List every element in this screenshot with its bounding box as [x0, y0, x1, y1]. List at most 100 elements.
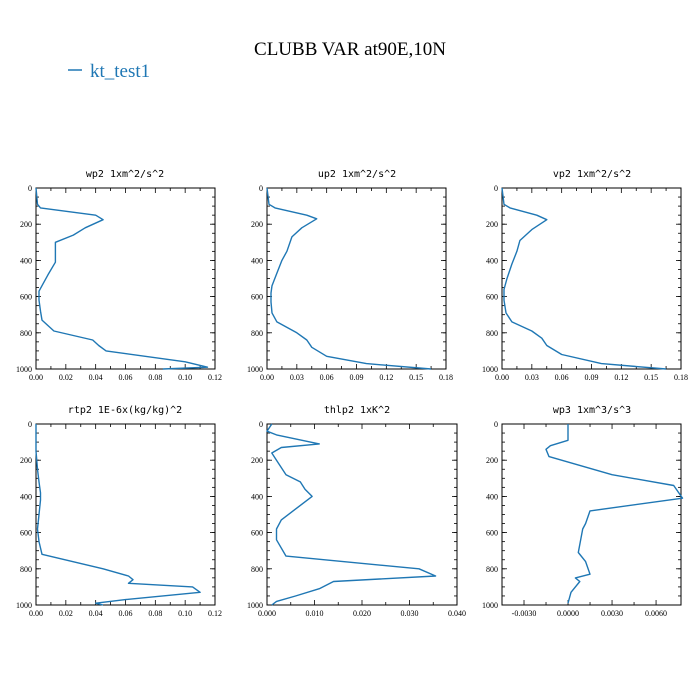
x-tick-label: 0.03	[525, 373, 539, 382]
y-tick-label: 600	[20, 529, 32, 538]
x-tick-label: -0.0030	[512, 609, 537, 618]
series-line	[545, 424, 684, 604]
y-tick-label: 1000	[16, 601, 32, 610]
y-tick-label: 400	[20, 256, 32, 265]
y-tick-label: 400	[251, 492, 263, 501]
x-tick-label: 0.12	[379, 373, 393, 382]
y-tick-label: 600	[486, 293, 498, 302]
panel-title: wp2 1xm^2/s^2	[86, 169, 164, 180]
y-tick-label: 1000	[482, 601, 498, 610]
y-tick-label: 600	[486, 529, 498, 538]
y-tick-label: 600	[251, 293, 263, 302]
x-tick-label: 0.02	[59, 609, 73, 618]
y-tick-label: 400	[251, 256, 263, 265]
x-tick-label: 0.02	[59, 373, 73, 382]
y-tick-label: 0	[494, 420, 498, 429]
y-tick-label: 200	[20, 220, 32, 229]
x-tick-label: 0.04	[89, 609, 103, 618]
x-tick-label: 0.0060	[645, 609, 667, 618]
y-tick-label: 800	[251, 329, 263, 338]
panel-thlp2: thlp2 1xK^2 0.000 0.010 0.020 0.030 0.040 0 20…	[247, 405, 466, 618]
x-tick-label: 0.040	[448, 609, 466, 618]
series-line	[501, 187, 667, 370]
y-tick-label: 1000	[247, 601, 263, 610]
plot-frame	[501, 423, 682, 606]
x-tick-label: 0.06	[119, 609, 133, 618]
y-tick-label: 1000	[482, 365, 498, 374]
x-tick-label: 0.00	[260, 373, 274, 382]
x-tick-label: 0.09	[585, 373, 599, 382]
x-tick-label: 0.06	[320, 373, 334, 382]
x-tick-label: 0.03	[290, 373, 304, 382]
x-tick-label: 0.000	[258, 609, 276, 618]
x-tick-label: 0.15	[409, 373, 423, 382]
panel-title: wp3 1xm^3/s^3	[553, 405, 631, 416]
y-tick-label: 400	[486, 256, 498, 265]
plot-frame	[266, 423, 458, 606]
y-tick-label: 200	[251, 456, 263, 465]
y-tick-label: 0	[259, 184, 263, 193]
x-tick-label: 0.0030	[601, 609, 623, 618]
series-line	[35, 424, 201, 606]
x-tick-label: 0.00	[495, 373, 509, 382]
y-tick-label: 0	[28, 184, 32, 193]
y-tick-label: 400	[486, 492, 498, 501]
plot-frame	[266, 187, 447, 370]
y-tick-label: 0	[494, 184, 498, 193]
y-tick-label: 400	[20, 492, 32, 501]
y-tick-label: 600	[251, 529, 263, 538]
y-tick-label: 200	[20, 456, 32, 465]
figure-title: CLUBB VAR at90E,10N	[254, 39, 446, 60]
panel-title: vp2 1xm^2/s^2	[553, 169, 631, 180]
panel-wp2: wp2 1xm^2/s^2 0.00 0.02 0.04 0.06 0.08 0.10 0.…	[16, 169, 222, 382]
x-tick-label: 0.08	[148, 609, 162, 618]
x-tick-label: 0.08	[148, 373, 162, 382]
x-tick-label: 0.00	[29, 609, 43, 618]
x-tick-label: 0.15	[644, 373, 658, 382]
y-tick-label: 200	[486, 456, 498, 465]
series-line	[266, 187, 432, 370]
x-tick-label: 0.04	[89, 373, 103, 382]
series-line	[35, 187, 209, 370]
series-line	[266, 423, 437, 606]
legend: kt_test1	[68, 61, 150, 82]
panel-rtp2: rtp2 1E-6x(kg/kg)^2 0.00 0.02 0.04 0.06 0.08…	[16, 405, 222, 618]
panel-title: up2 1xm^2/s^2	[318, 169, 396, 180]
x-tick-label: 0.06	[555, 373, 569, 382]
x-tick-label: 0.18	[439, 373, 453, 382]
x-tick-label: 0.010	[306, 609, 324, 618]
y-tick-label: 800	[20, 565, 32, 574]
x-tick-label: 0.020	[353, 609, 371, 618]
plot-frame	[501, 187, 682, 370]
x-tick-label: 0.12	[614, 373, 628, 382]
plot-frame	[35, 187, 216, 370]
panel-wp3: wp3 1xm^3/s^3 -0.0030 0.0000 0.0030 0.0060 0…	[482, 405, 684, 618]
legend-label: kt_test1	[90, 61, 150, 82]
y-tick-label: 1000	[247, 365, 263, 374]
x-tick-label: 0.18	[674, 373, 688, 382]
x-tick-label: 0.030	[401, 609, 419, 618]
y-tick-label: 200	[486, 220, 498, 229]
x-tick-label: 0.09	[350, 373, 364, 382]
x-tick-label: 0.0000	[557, 609, 579, 618]
x-tick-label: 0.10	[178, 609, 192, 618]
panel-title: thlp2 1xK^2	[324, 405, 390, 416]
x-tick-label: 0.12	[208, 373, 222, 382]
y-tick-label: 200	[251, 220, 263, 229]
panel-title: rtp2 1E-6x(kg/kg)^2	[68, 405, 182, 416]
plot-frame	[35, 423, 216, 606]
y-tick-label: 600	[20, 293, 32, 302]
y-tick-label: 800	[20, 329, 32, 338]
y-tick-label: 800	[486, 565, 498, 574]
y-tick-label: 800	[486, 329, 498, 338]
x-tick-label: 0.10	[178, 373, 192, 382]
panel-vp2: vp2 1xm^2/s^2 0.00 0.03 0.06 0.09 0.12 0.15 0.…	[482, 169, 688, 382]
y-tick-label: 0	[28, 420, 32, 429]
y-tick-label: 800	[251, 565, 263, 574]
x-tick-label: 0.00	[29, 373, 43, 382]
y-tick-label: 1000	[16, 365, 32, 374]
x-tick-label: 0.12	[208, 609, 222, 618]
panel-up2: up2 1xm^2/s^2 0.00 0.03 0.06 0.09 0.12 0.15 0.…	[247, 169, 453, 382]
y-tick-label: 0	[259, 420, 263, 429]
